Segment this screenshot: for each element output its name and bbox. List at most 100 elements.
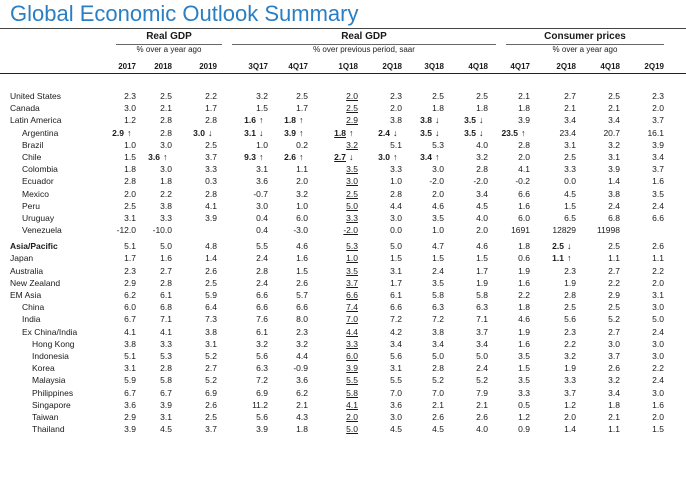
table-cell: 1.0	[124, 139, 136, 150]
table-row: Colombia 1.8 3.0 3.3 3.1 1.1 3.5 3.3 3.0 2.8 4.1 3.…	[0, 163, 686, 175]
table-cell: 3.9	[284, 127, 296, 138]
arrow-up-icon: ↑	[567, 253, 572, 264]
table-cell: 4.6	[476, 241, 488, 252]
arrow-down-icon: ↓	[479, 127, 484, 138]
table-cell: 3.6	[390, 399, 402, 410]
row-label: Peru	[22, 200, 40, 211]
table-cell: 5.0	[160, 241, 172, 252]
table-cell: 5.0	[432, 350, 444, 361]
row-label: Philippines	[32, 387, 74, 398]
table-cell: 2.5	[160, 91, 172, 101]
table-cell: 2.9	[112, 127, 124, 138]
table-cell: 3.3	[564, 375, 576, 386]
row-label: Argentina	[22, 127, 59, 138]
table-cell: 12829	[552, 225, 576, 236]
table-cell: 23.4	[559, 127, 576, 138]
table-cell: 3.0	[432, 164, 444, 175]
table-cell: 7.0	[390, 387, 402, 398]
table-cell: 6.7	[124, 387, 136, 398]
table-cell: 1.8	[160, 176, 172, 187]
arrow-down-icon: ↓	[208, 127, 213, 138]
table-cell: 3.2	[476, 151, 488, 162]
column-header-3: 3Q17	[248, 62, 268, 71]
arrow-up-icon: ↑	[299, 151, 304, 162]
table-cell: 2.5	[205, 277, 217, 288]
table-cell: 5.8	[432, 290, 444, 300]
table-cell: 2.0	[432, 188, 444, 199]
table-cell: 3.5	[432, 212, 444, 223]
table-cell: 3.0	[193, 127, 205, 138]
table-cell: 2.8	[432, 363, 444, 374]
table-row: Indonesia 5.1 5.3 5.2 5.6 4.4 6.0 5.6 5.0 5.0 3.5 3…	[0, 350, 686, 362]
group-subtitle: % over a year ago	[506, 44, 664, 55]
table-cell: 2.5	[564, 302, 576, 313]
table-cell: 1.0	[296, 200, 308, 211]
table-cell: 3.9	[160, 399, 172, 410]
table-cell: 2.5	[205, 411, 217, 422]
table-cell: 1.7	[205, 103, 217, 114]
table-cell: 5.5	[256, 241, 268, 252]
table-cell: 1.8	[334, 127, 346, 138]
table-cell: 5.7	[296, 290, 308, 300]
column-header-0: 2017	[118, 62, 136, 71]
table-cell: 3.1	[160, 411, 172, 422]
table-row: Venezuela -12.0 -10.0 0.4 -3.0 -2.0 0.0 1.0 2.0 1…	[0, 224, 686, 236]
table-cell: 3.7	[205, 151, 217, 162]
table-cell: 1.1	[552, 253, 564, 264]
table-cell: 1691	[511, 225, 530, 236]
table-cell: 3.9	[652, 139, 664, 150]
table-cell: 2.5	[346, 188, 358, 199]
table-cell: 6.6	[390, 302, 402, 313]
table-cell: 2.6	[432, 411, 444, 422]
table-cell: 3.0	[256, 200, 268, 211]
table-cell: 1.2	[564, 399, 576, 410]
table-cell: 3.0	[124, 103, 136, 114]
arrow-down-icon: ↓	[567, 241, 572, 252]
table-row: Korea 3.1 2.8 2.7 6.3 -0.9 3.9 3.1 2.8 2.4 1.5 1.9 2…	[0, 362, 686, 374]
table-cell: 5.3	[160, 350, 172, 361]
table-cell: 3.8	[124, 338, 136, 349]
table-cell: 2.5	[476, 91, 488, 101]
table-cell: -2.0	[343, 225, 358, 236]
table-cell: 0.2	[296, 139, 308, 150]
table-cell: 2.1	[564, 103, 576, 114]
table-row: Hong Kong 3.8 3.3 3.1 3.2 3.2 3.3 3.4 3.4 3.4 1.6 2…	[0, 338, 686, 350]
row-label: Australia	[10, 265, 44, 276]
table-cell: 2.4	[378, 127, 390, 138]
table-cell: -0.2	[515, 176, 530, 187]
table-cell: 3.4	[476, 188, 488, 199]
column-header-7: 3Q18	[424, 62, 444, 71]
table-cell: 1.1	[608, 424, 620, 435]
table-cell: 4.5	[432, 424, 444, 435]
table-cell: 3.1	[205, 338, 217, 349]
table-cell: 2.4	[652, 326, 664, 337]
table-cell: 3.4	[564, 115, 576, 126]
table-row: Ex China/India 4.1 4.1 3.8 6.1 2.3 4.4 4.2 3.8 3.…	[0, 326, 686, 338]
table-cell: 2.1	[296, 399, 308, 410]
table-cell: 3.7	[608, 350, 620, 361]
table-cell: 3.3	[160, 338, 172, 349]
table-row: Peru 2.5 3.8 4.1 3.0 1.0 5.0 4.4 4.6 4.5 1.6 1.5 2.4…	[0, 200, 686, 212]
table-cell: 2.8	[205, 188, 217, 199]
table-cell: 2.4	[256, 277, 268, 288]
table-cell: 3.0	[608, 338, 620, 349]
table-cell: 2.0	[346, 411, 358, 422]
table-cell: 2.5	[296, 91, 308, 101]
group-header-real-gdp-quarterly: Real GDP % over previous period, saar	[232, 31, 496, 63]
table-cell: 2.0	[390, 103, 402, 114]
table-cell: 3.3	[346, 338, 358, 349]
table-cell: 1.5	[476, 253, 488, 264]
row-label: Indonesia	[32, 350, 69, 361]
table-cell: 11998	[596, 225, 620, 236]
row-label: EM Asia	[10, 290, 42, 300]
table-cell: 2.6	[205, 265, 217, 276]
table-cell: 5.6	[564, 314, 576, 325]
table-cell: 4.5	[390, 424, 402, 435]
table-cell: 2.0	[652, 277, 664, 288]
table-cell: 6.0	[296, 212, 308, 223]
table-cell: -2.0	[473, 176, 488, 187]
table-cell: 5.6	[256, 350, 268, 361]
table-cell: 3.2	[256, 91, 268, 101]
table-cell: 5.2	[205, 375, 217, 386]
table-cell: -0.9	[293, 363, 308, 374]
